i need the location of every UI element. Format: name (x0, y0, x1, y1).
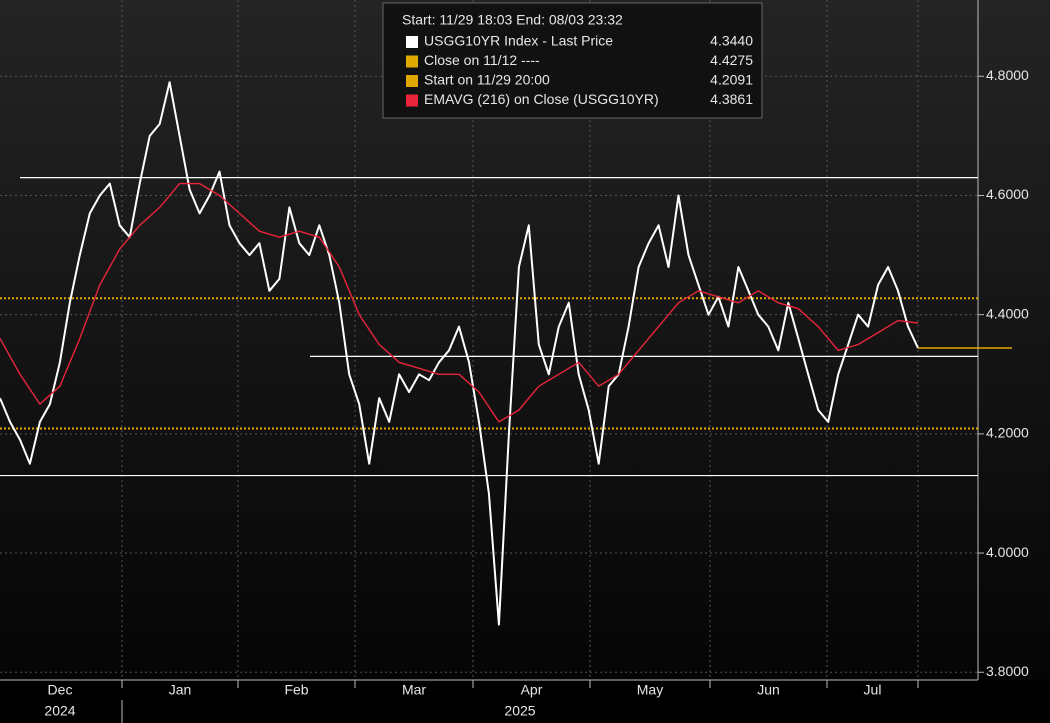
legend-label: Close on 11/12 ---- (424, 52, 540, 68)
legend-swatch (406, 36, 418, 48)
x-tick-label: Feb (284, 682, 308, 698)
y-tick-label: 4.8000 (986, 67, 1029, 83)
x-tick-label: Jun (757, 682, 780, 698)
y-tick-label: 4.6000 (986, 186, 1029, 202)
y-tick-label: 4.2000 (986, 425, 1029, 441)
legend-swatch (406, 75, 418, 87)
legend-swatch (406, 94, 418, 107)
legend-value: 4.3440 (710, 33, 753, 49)
x-tick-label: Mar (402, 682, 426, 698)
series-line (0, 81, 919, 626)
legend-header: Start: 11/29 18:03 End: 08/03 23:32 (402, 12, 623, 28)
x-tick-label: May (637, 682, 663, 698)
y-tick-label: 4.0000 (986, 544, 1029, 560)
x-tick-label: Dec (48, 682, 73, 698)
legend-label: USGG10YR Index - Last Price (424, 33, 613, 49)
legend-box (382, 2, 763, 119)
year-label: 2024 (44, 703, 75, 719)
legend-swatch (406, 55, 418, 68)
legend-value: 4.2091 (710, 72, 753, 88)
series-line (0, 182, 919, 423)
legend-value: 4.3861 (710, 91, 753, 107)
y-tick-label: 3.8000 (986, 663, 1029, 679)
x-tick-label: Apr (521, 682, 543, 698)
y-tick-label: 4.4000 (986, 305, 1029, 321)
year-label: 2025 (504, 703, 535, 719)
x-tick-label: Jul (864, 682, 882, 698)
legend-label: Start on 11/29 20:00 (424, 72, 550, 88)
legend-label: EMAVG (216) on Close (USGG10YR) (424, 91, 659, 107)
x-axis-background (0, 680, 1050, 723)
legend-value: 4.4275 (710, 52, 753, 68)
x-tick-label: Jan (169, 682, 192, 698)
legend: Start: 11/29 18:03 End: 08/03 23:32 USGG… (382, 2, 763, 119)
